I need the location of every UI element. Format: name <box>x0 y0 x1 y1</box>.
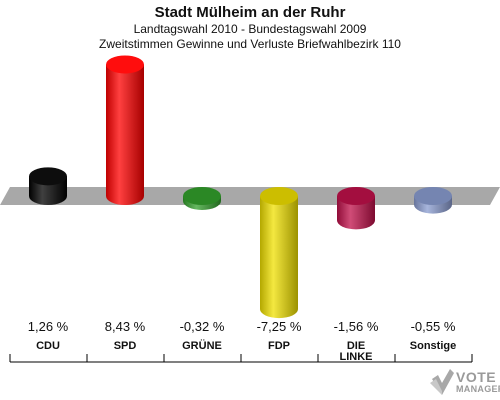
category-label: FDP <box>268 340 290 352</box>
bar-bottom-cap <box>337 211 375 230</box>
bar-top-cap <box>414 187 452 205</box>
bar-top-cap <box>29 167 67 186</box>
value-label: 1,26 % <box>28 319 69 334</box>
bar-die-linke <box>337 187 375 230</box>
category-label: SPD <box>114 340 137 352</box>
brand-line-manager: MANAGER <box>456 384 500 394</box>
vote-manager-logo: VOTE MANAGER <box>430 368 500 398</box>
bar-body <box>260 196 298 310</box>
bar-sonstige <box>414 187 452 214</box>
bar-bottom-cap <box>260 300 298 319</box>
category-label: DIE <box>347 340 365 352</box>
value-label: -0,55 % <box>411 319 456 334</box>
chart-title: Stadt Mülheim an der Ruhr <box>154 4 346 21</box>
bar-cdu <box>29 167 67 205</box>
bar-top-cap <box>260 187 298 205</box>
value-label: 8,43 % <box>105 319 146 334</box>
bar-spd <box>106 55 144 205</box>
checkmark-logo-icon <box>430 369 454 395</box>
value-label: -0,32 % <box>180 319 225 334</box>
bar-fdp <box>260 187 298 319</box>
bar-top-cap <box>183 187 221 205</box>
category-label: Sonstige <box>410 340 456 352</box>
category-label: CDU <box>36 340 60 352</box>
bar-body <box>106 64 144 196</box>
value-label: -7,25 % <box>257 319 302 334</box>
chart-subtitle-election: Landtagswahl 2010 - Bundestagswahl 2009 <box>133 22 367 36</box>
value-label: -1,56 % <box>334 319 379 334</box>
category-label: LINKE <box>340 351 373 363</box>
chart-subtitle-district: Zweitstimmen Gewinne und Verluste Briefw… <box>99 37 401 51</box>
category-label: GRÜNE <box>182 339 222 352</box>
bar-gr-ne <box>183 187 221 210</box>
bar-top-cap <box>106 55 144 74</box>
brand-line-vote: VOTE <box>456 369 497 385</box>
bar-bottom-cap <box>106 187 144 205</box>
bar-bottom-cap <box>29 187 67 205</box>
bar-top-cap <box>337 187 375 205</box>
